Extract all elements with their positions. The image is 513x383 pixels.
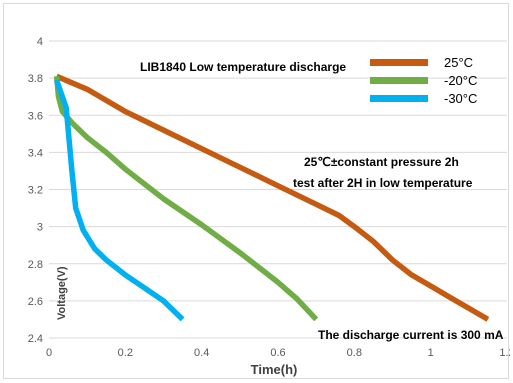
y-axis-title: Voltage(V) [56,266,68,320]
legend-label-25c: 25°C [444,55,473,70]
axis-layer: 2.4 2.6 2.8 3 3.2 3.4 3.6 3.8 4 0 0.2 0.4 0.6 0.8 1 1.2 [28,36,510,359]
legend: 25°C -20°C -30°C [370,55,477,106]
x-tick-label: 0.8 [347,347,362,359]
legend-label-minus30c: -30°C [444,91,477,106]
y-tick-label: 3.8 [28,73,43,85]
series-line-minus30c [54,79,185,322]
discharge-chart: 2.4 2.6 2.8 3 3.2 3.4 3.6 3.8 4 0 0.2 0.4 0.6 0.8 1 1.2… [28,36,510,377]
y-tick-label: 2.6 [28,296,43,308]
y-tick-label: 2.8 [28,259,43,271]
legend-swatch-minus30c [370,95,428,102]
series-line-25c [55,73,490,322]
y-tick-label: 4 [37,36,43,48]
grid-layer [49,40,507,339]
legend-swatch-minus20c [370,77,428,84]
annotation-conditions: 25℃±constant pressure 2h [304,155,459,169]
y-tick-label: 2.4 [28,333,43,345]
chart-container: 2.4 2.6 2.8 3 3.2 3.4 3.6 3.8 4 0 0.2 0.4 0.6 0.8 1 1.2… [3,3,510,379]
series-line-minus20c [53,76,319,322]
series-layer [53,73,490,322]
x-tick-label: 0.4 [194,347,209,359]
y-tick-label: 3 [37,222,43,234]
y-tick-label: 3.4 [28,147,43,159]
x-tick-label: 0 [46,347,52,359]
x-tick-label: 0.2 [118,347,133,359]
x-tick-label: 0.6 [270,347,285,359]
annotation-test: test after 2H in low temperature [293,176,473,190]
y-tick-label: 3.6 [28,110,43,122]
x-tick-label: 1 [428,347,434,359]
legend-label-minus20c: -20°C [444,73,477,88]
annotation-current: The discharge current is 300 mA [318,328,504,342]
chart-title: LIB1840 Low temperature discharge [140,60,346,74]
legend-swatch-25c [370,59,428,66]
x-axis-title: Time(h) [251,362,298,377]
y-tick-label: 3.2 [28,185,43,197]
x-tick-label: 1.2 [499,347,510,359]
